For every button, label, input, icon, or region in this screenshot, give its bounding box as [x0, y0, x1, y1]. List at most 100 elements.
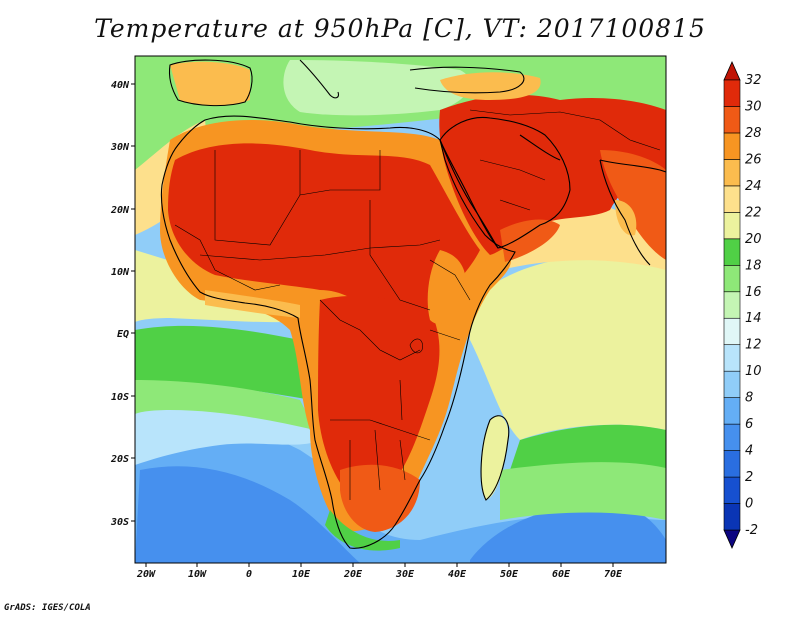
colorbar-swatch — [723, 185, 741, 213]
colorbar-label: 16 — [745, 285, 762, 300]
longitude-axis: 20W 10W 0 10E 20E 30E 40E 50E 60E 70E — [136, 569, 623, 580]
colorbar-label: 10 — [745, 364, 762, 379]
atlantic-green-band — [135, 325, 312, 400]
colorbar-swatch — [723, 159, 741, 187]
border-arabia — [479, 159, 546, 211]
lat-label-eq: EQ — [117, 329, 129, 340]
madagascar — [480, 416, 509, 500]
red-sea — [439, 139, 499, 249]
colorbar-label: -2 — [745, 523, 758, 538]
grads-credit: GrADS: IGES/COLA — [4, 603, 91, 613]
colorbar-swatch — [723, 106, 741, 134]
colorbar-label: 22 — [745, 205, 762, 220]
lon-label-10e: 10E — [292, 569, 311, 580]
colorbar-swatch — [723, 132, 741, 160]
lon-label-30e: 30E — [395, 569, 415, 580]
border-east — [429, 259, 471, 341]
colorbar-bottom-arrow — [723, 529, 741, 549]
southern-africa-warm — [340, 464, 420, 532]
colorbar-label: 6 — [745, 417, 753, 432]
border-south-2 — [349, 429, 406, 500]
iberia-warm — [170, 61, 250, 106]
colorbar-top-arrow — [723, 61, 741, 81]
africa-coastline — [160, 115, 516, 549]
border-central — [369, 200, 431, 311]
colorbar-label: 18 — [745, 258, 762, 273]
border-sahara-1 — [214, 150, 331, 246]
colorbar-label: 8 — [745, 391, 753, 406]
lat-label-30s: 30S — [110, 517, 129, 528]
colorbar-swatch — [723, 503, 741, 531]
colorbar-label: 0 — [745, 497, 753, 512]
temperature-field — [135, 56, 666, 563]
persian-gulf — [519, 134, 561, 161]
colorbar-swatch — [723, 212, 741, 240]
latitude-axis: 40N 30N 20N 10N EQ 10S 20S 30S — [110, 80, 614, 567]
south-ocean-cold-core-east — [470, 504, 666, 563]
colorbar-swatch — [723, 450, 741, 478]
mediterranean-cool — [283, 60, 471, 116]
south-ocean-cold-core — [135, 466, 360, 563]
border-sahara-3 — [330, 150, 381, 191]
colorbar-label: 12 — [745, 338, 762, 353]
colorbar-label: 4 — [745, 444, 753, 459]
madagascar-coastline — [480, 415, 510, 501]
lat-label-40n: 40N — [111, 80, 130, 91]
border-middle-east — [469, 109, 661, 151]
colorbar-label: 32 — [745, 73, 762, 88]
indian-ocean-warm — [470, 256, 666, 440]
colorbar-swatch — [723, 370, 741, 398]
africa-hot-core — [168, 143, 480, 324]
colorbar-label: 14 — [745, 311, 762, 326]
italy-coastline — [299, 59, 339, 99]
border-sahel — [199, 239, 441, 261]
india-warm — [600, 150, 666, 260]
indian-ocean-light-green — [500, 462, 666, 520]
colorbar-swatch — [723, 291, 741, 319]
lon-label-20e: 20E — [343, 569, 363, 580]
colorbar-swatch — [723, 264, 741, 293]
colorbar-swatch — [723, 238, 741, 266]
colorbar-label: 26 — [745, 152, 762, 167]
arabia-coastline — [439, 116, 571, 249]
colorbar-label: 28 — [745, 126, 762, 141]
north-caspian-green — [560, 56, 666, 100]
political-borders — [174, 109, 661, 500]
middle-east-hot — [439, 94, 666, 255]
arabia-warm-edge — [500, 219, 560, 262]
colorbar-swatch — [723, 476, 741, 504]
lat-label-30n: 30N — [110, 142, 130, 153]
colorbar-swatch — [723, 344, 741, 372]
indian-ocean-green — [510, 424, 666, 470]
turkey-coastline — [409, 66, 525, 94]
border-south-1 — [330, 419, 431, 441]
border-west-africa — [174, 224, 281, 291]
colorbar-label: 2 — [745, 470, 753, 485]
india-coastline — [599, 159, 666, 266]
colorbar-swatch — [723, 423, 741, 451]
colorbar-label: 24 — [745, 179, 762, 194]
colorbar-label: 30 — [745, 99, 762, 114]
lat-label-10n: 10N — [111, 267, 130, 278]
east-africa-highlands — [427, 250, 467, 324]
colorbar-label: 20 — [745, 232, 762, 247]
border-congo — [319, 299, 421, 361]
lon-label-0: 0 — [246, 569, 252, 580]
lat-label-20n: 20N — [110, 205, 130, 216]
lon-label-50e: 50E — [500, 569, 519, 580]
lon-label-40e: 40E — [448, 569, 467, 580]
atlantic-light-green — [135, 380, 315, 430]
colorbar-swatch — [723, 317, 741, 346]
colorbar-swatch — [723, 397, 741, 425]
coastlines — [160, 59, 666, 549]
lon-label-10w: 10W — [188, 569, 207, 580]
lon-label-70e: 70E — [604, 569, 623, 580]
lat-label-10s: 10S — [111, 392, 129, 403]
lon-label-20w: 20W — [136, 569, 156, 580]
central-africa-hot — [318, 295, 440, 497]
iberia-coastline — [168, 59, 253, 107]
india-cool-spot — [615, 200, 637, 236]
colorbar-swatch — [723, 79, 741, 107]
